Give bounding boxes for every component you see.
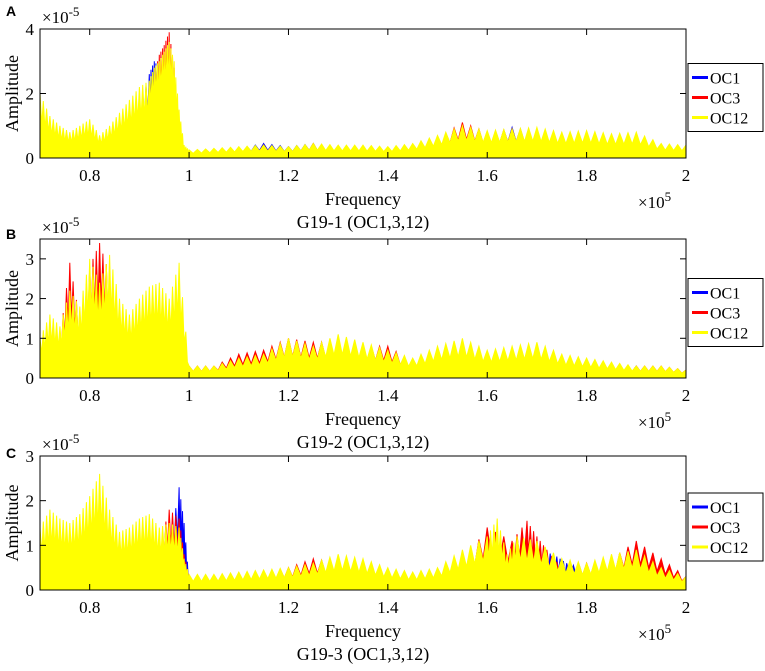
chart-title: G19-2 (OC1,3,12)	[297, 432, 430, 453]
series-group	[39, 32, 687, 159]
y-tick-label: 3	[26, 250, 35, 269]
y-exponent: ×10-5	[42, 431, 79, 454]
x-exponent: ×105	[638, 409, 671, 432]
x-exponent-base: ×10	[638, 625, 665, 644]
chart-title: G19-3 (OC1,3,12)	[297, 644, 430, 665]
y-exponent: ×10-5	[42, 4, 79, 27]
y-tick-label: 4	[26, 20, 35, 39]
axes-frame	[39, 238, 687, 379]
x-axis-label: Frequency	[325, 409, 401, 429]
x-axis-label: Frequency	[325, 189, 401, 209]
y-axis-label: Amplitude	[2, 484, 22, 561]
legend-label-oc3: OC3	[710, 91, 740, 108]
legend-label-oc12: OC12	[710, 326, 748, 343]
y-tick-label: 2	[26, 85, 35, 104]
x-exponent-power: 5	[665, 621, 672, 636]
x-tick-label: 1.6	[477, 166, 498, 185]
y-axis-label: Amplitude	[2, 55, 22, 132]
y-exponent-base: ×10	[42, 435, 69, 454]
x-tick-label: 2	[682, 386, 691, 405]
x-tick-label: 1.8	[576, 386, 597, 405]
y-tick-label: 1	[26, 329, 35, 348]
x-tick-label: 2	[682, 598, 691, 617]
x-tick-label: 1.2	[278, 386, 299, 405]
x-tick-label: 1	[185, 386, 194, 405]
x-exponent-power: 5	[665, 409, 672, 424]
x-exponent-base: ×10	[638, 193, 665, 212]
y-exponent-power: -5	[69, 214, 80, 229]
x-exponent-base: ×10	[638, 413, 665, 432]
axes-frame	[39, 455, 687, 591]
y-exponent-base: ×10	[42, 8, 69, 27]
y-axis-label: Amplitude	[2, 270, 22, 347]
legend-label-oc12: OC12	[710, 540, 748, 557]
y-tick-label: 0	[26, 581, 35, 600]
chart-title: G19-1 (OC1,3,12)	[297, 212, 430, 233]
x-exponent: ×105	[638, 189, 671, 212]
panel-label: A	[6, 3, 16, 19]
x-exponent-power: 5	[665, 189, 672, 204]
x-tick-label: 1.6	[477, 386, 498, 405]
series-group	[39, 242, 687, 379]
y-tick-label: 1	[26, 536, 35, 555]
x-tick-label: 1.2	[278, 166, 299, 185]
legend-label-oc3: OC3	[710, 306, 740, 323]
legend: OC1 OC3 OC12	[687, 278, 764, 347]
panel-label: B	[6, 226, 16, 242]
panel-b: B0.8 1 1.2 1.4 1.6 1.8 20123×10-5×105Frequency…	[2, 214, 764, 453]
y-tick-label: 3	[26, 447, 35, 466]
series-oc12	[39, 41, 687, 159]
x-exponent: ×105	[638, 621, 671, 644]
x-tick-label: 0.8	[79, 386, 100, 405]
y-exponent-power: -5	[69, 431, 80, 446]
legend-label-oc1: OC1	[710, 286, 740, 303]
y-exponent-power: -5	[69, 4, 80, 19]
panel-a: A0.8 1 1.2 1.4 1.6 1.8 2024×10-5×105FrequencyG…	[2, 3, 764, 233]
legend-label-oc1: OC1	[710, 500, 740, 517]
x-tick-label: 1	[185, 598, 194, 617]
legend-label-oc12: OC12	[710, 111, 748, 128]
x-axis-label: Frequency	[325, 621, 401, 641]
y-tick-label: 2	[26, 492, 35, 511]
x-tick-label: 1.8	[576, 166, 597, 185]
panel-c: C0.8 1 1.2 1.4 1.6 1.8 20123×10-5×105Frequency…	[2, 431, 764, 665]
x-tick-label: 0.8	[79, 166, 100, 185]
y-exponent-base: ×10	[42, 218, 69, 237]
series-oc12	[39, 254, 687, 379]
panel-label: C	[6, 445, 16, 461]
legend-label-oc1: OC1	[710, 71, 740, 88]
y-tick-label: 0	[26, 149, 35, 168]
x-tick-label: 0.8	[79, 598, 100, 617]
y-exponent: ×10-5	[42, 214, 79, 237]
series-oc12	[39, 473, 687, 591]
legend-label-oc3: OC3	[710, 520, 740, 537]
x-tick-label: 1.4	[377, 386, 399, 405]
x-tick-label: 1.4	[377, 166, 399, 185]
x-tick-label: 1.8	[576, 598, 597, 617]
legend: OC1 OC3 OC12	[687, 63, 764, 132]
series-group	[39, 473, 687, 591]
y-tick-label: 0	[26, 369, 35, 388]
x-tick-label: 2	[682, 166, 691, 185]
legend: OC1 OC3 OC12	[687, 492, 764, 562]
x-tick-label: 1.4	[377, 598, 399, 617]
x-tick-label: 1	[185, 166, 194, 185]
y-tick-label: 2	[26, 290, 35, 309]
x-tick-label: 1.6	[477, 598, 498, 617]
x-tick-label: 1.2	[278, 598, 299, 617]
